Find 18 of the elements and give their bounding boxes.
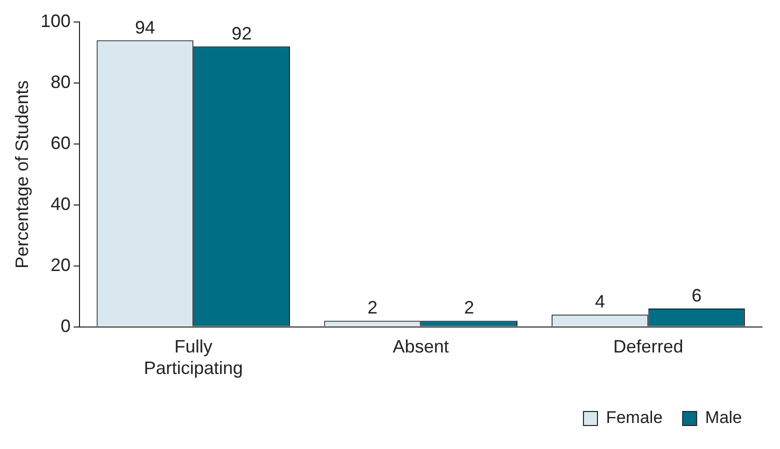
data-label: 2 [367, 298, 378, 318]
data-label: 4 [594, 292, 605, 312]
data-label: 94 [135, 17, 156, 38]
y-tick-label: 60 [50, 132, 71, 153]
data-label: 6 [692, 285, 702, 306]
data-label: 2 [464, 298, 474, 318]
y-tick-label: 0 [60, 316, 71, 336]
y-tick-label: 80 [50, 72, 71, 92]
y-axis-title: Percentage of Students [12, 80, 32, 268]
x-tick-label: Absent [392, 336, 449, 357]
y-tick-label: 20 [50, 254, 71, 275]
y-tick-label: 100 [40, 10, 71, 31]
data-label: 92 [232, 23, 252, 44]
legend-label: Female [606, 408, 663, 428]
x-tick-label: Deferred [613, 336, 684, 357]
y-tick-label: 40 [50, 194, 71, 214]
legend-label: Male [705, 408, 742, 428]
x-tick-label: Fully Participating [144, 336, 243, 378]
